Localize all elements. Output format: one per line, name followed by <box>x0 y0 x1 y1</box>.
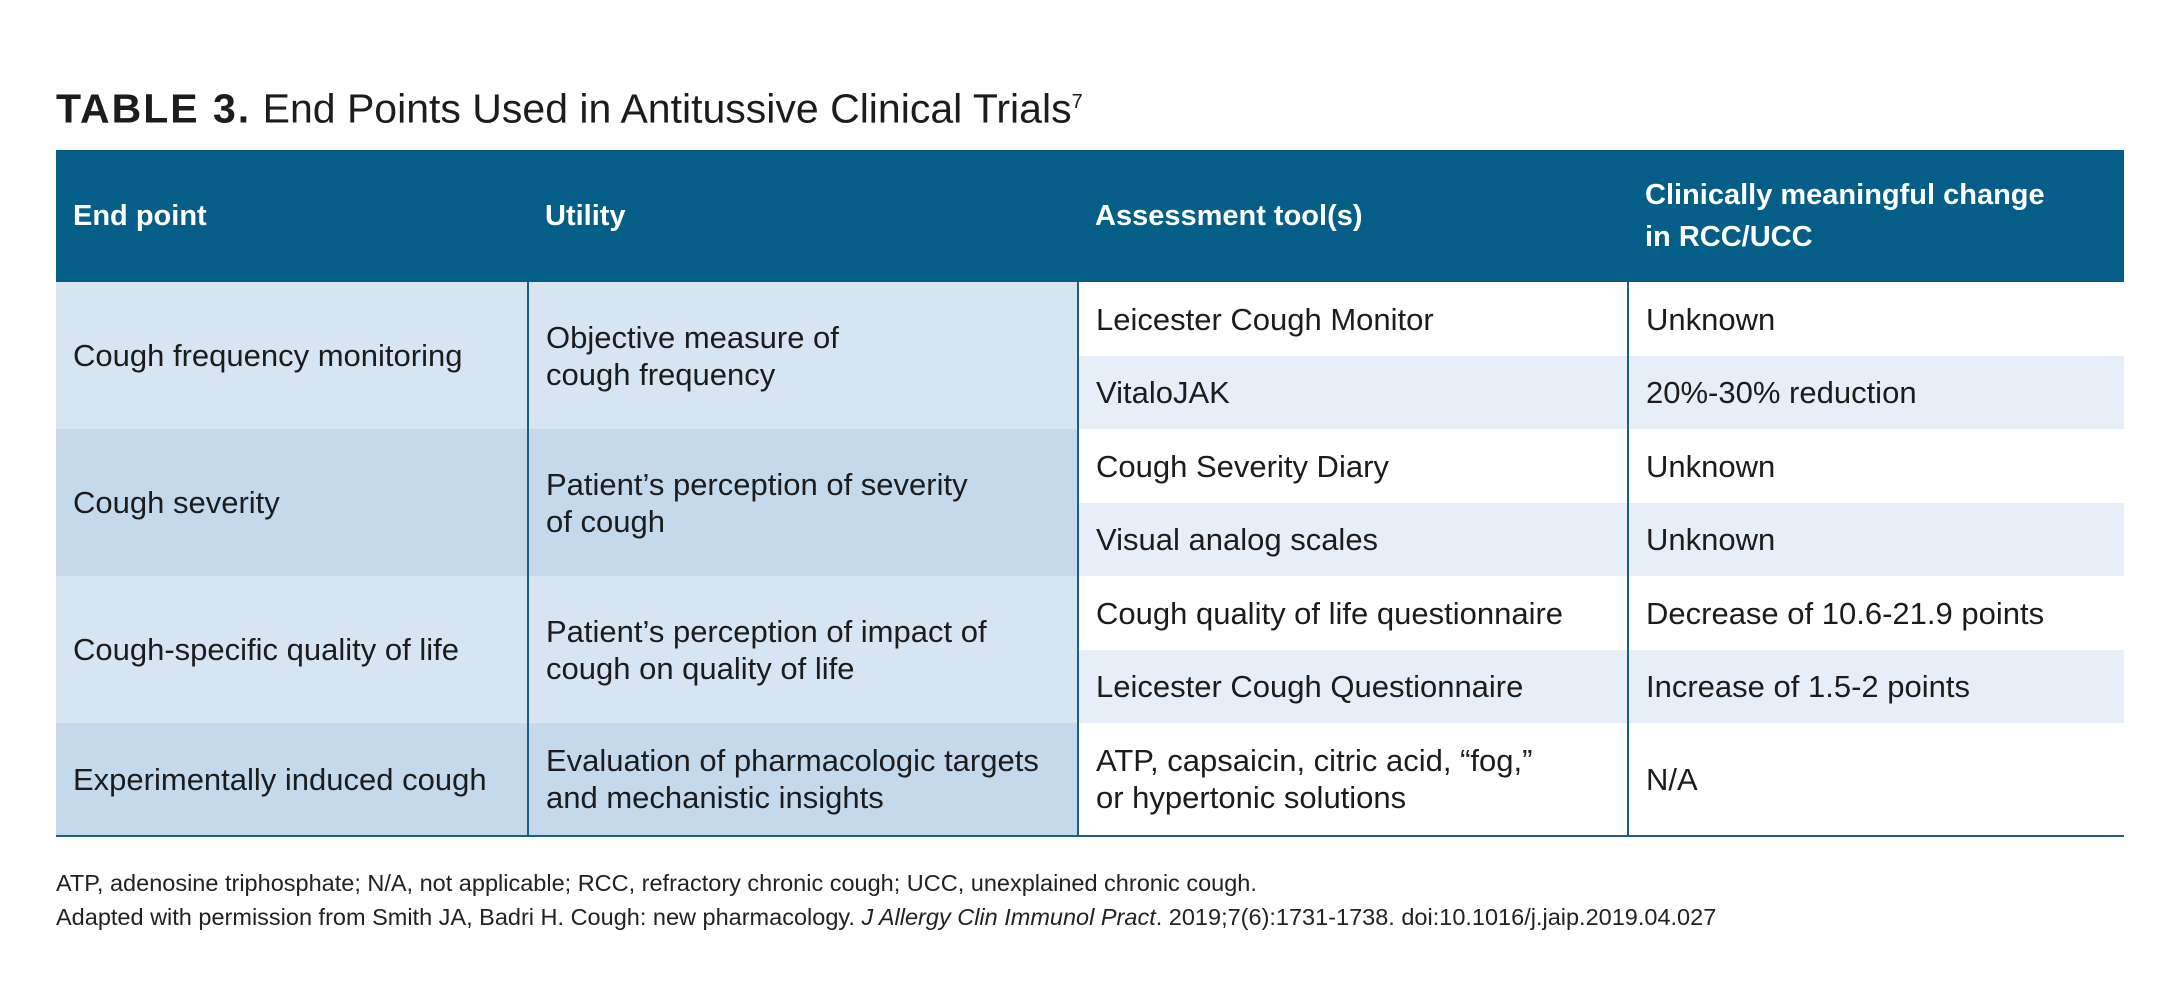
source-note: Adapted with permission from Smith JA, B… <box>56 904 1717 930</box>
endpoints-table: End point Utility Assessment tool(s) Cli… <box>56 150 2124 837</box>
tool-cell: VitaloJAK <box>1078 356 1629 429</box>
utility-cell: Patient’s perception of severity of cough <box>527 429 1079 576</box>
table-title-text: End Points Used in Antitussive Clinical … <box>262 85 1072 132</box>
tool-cell: Visual analog scales <box>1078 503 1629 576</box>
utility-cell: Patient’s perception of impact of cough o… <box>527 576 1079 723</box>
table-label: TABLE 3. <box>56 85 252 132</box>
change-cell: Unknown <box>1628 282 2124 356</box>
table-row: Cough severity Patient’s perception of s… <box>56 429 2124 576</box>
table-row: Experimentally induced cough Evaluation … <box>56 723 2124 837</box>
end-point-cell: Experimentally induced cough <box>56 723 528 837</box>
change-cell: 20%-30% reduction <box>1628 356 2124 429</box>
table-row: VitaloJAK 20%-30% reduction <box>56 356 2124 429</box>
table-footnotes: ATP, adenosine triphosphate; N/A, not ap… <box>56 866 1716 934</box>
change-cell: Decrease of 10.6-21.9 points <box>1628 576 2124 650</box>
end-point-cell: Cough-specific quality of life <box>56 576 528 723</box>
tool-cell: Cough Severity Diary <box>1078 429 1629 503</box>
change-cell: N/A <box>1628 723 2124 837</box>
end-point-cell: Cough frequency monitoring <box>56 282 528 429</box>
header-clinical-change: Clinically meaningful change in RCC/UCC <box>1628 150 2124 282</box>
header-row: End point Utility Assessment tool(s) Cli… <box>56 150 2124 282</box>
tool-cell: Cough quality of life questionnaire <box>1078 576 1629 650</box>
utility-cell: Objective measure of cough frequency <box>527 282 1079 429</box>
table-row: Cough frequency monitoring Objective mea… <box>56 282 2124 429</box>
abbreviations-note: ATP, adenosine triphosphate; N/A, not ap… <box>56 870 1257 896</box>
table-title: TABLE 3. End Points Used in Antitussive … <box>56 74 1083 137</box>
table-row: Leicester Cough Questionnaire Increase o… <box>56 650 2124 723</box>
header-utility: Utility <box>528 150 1078 282</box>
change-cell: Unknown <box>1628 503 2124 576</box>
header-assessment-tools: Assessment tool(s) <box>1078 150 1628 282</box>
change-cell: Unknown <box>1628 429 2124 503</box>
header-end-point: End point <box>56 150 528 282</box>
title-reference: 7 <box>1071 91 1083 113</box>
utility-cell: Evaluation of pharmacologic targets and m… <box>527 723 1079 837</box>
tool-cell: ATP, capsaicin, citric acid, “fog,” or hy… <box>1078 723 1629 837</box>
tool-cell: Leicester Cough Questionnaire <box>1078 650 1629 723</box>
table-row: Visual analog scales Unknown <box>56 503 2124 576</box>
end-point-cell: Cough severity <box>56 429 528 576</box>
change-cell: Increase of 1.5-2 points <box>1628 650 2124 723</box>
tool-cell: Leicester Cough Monitor <box>1078 282 1629 356</box>
journal-name: J Allergy Clin Immunol Pract <box>861 904 1156 930</box>
table-row: Cough-specific quality of life Patient’s… <box>56 576 2124 723</box>
